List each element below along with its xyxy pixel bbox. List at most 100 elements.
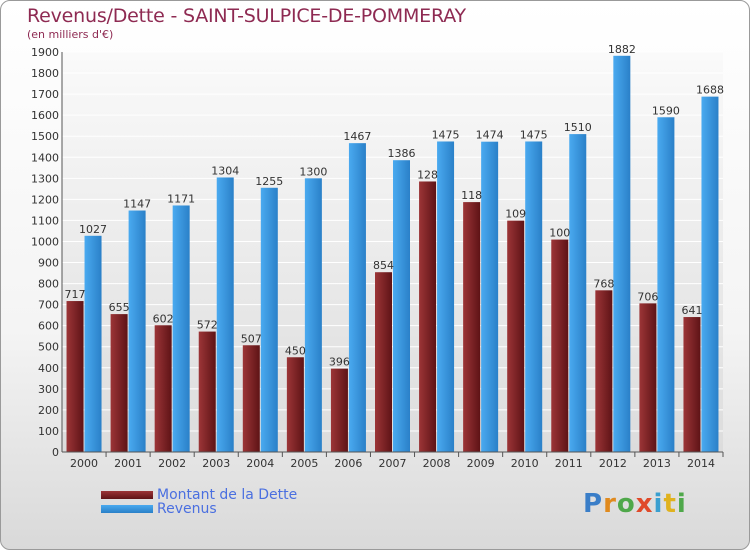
data-label-revenus: 1300 (299, 165, 327, 178)
data-label-revenus: 1386 (388, 147, 416, 160)
data-label-dette: 572 (197, 319, 218, 332)
data-label-revenus: 1590 (652, 104, 680, 117)
x-tick-label: 2002 (158, 457, 186, 470)
legend-item-dette: Montant de la Dette (101, 487, 297, 503)
bar-dette (375, 272, 392, 452)
data-label-revenus: 1467 (343, 130, 371, 143)
y-tick-label: 1500 (31, 130, 59, 143)
x-tick-label: 2001 (114, 457, 142, 470)
data-label-dette: 717 (65, 288, 86, 301)
bar-revenus (481, 141, 499, 452)
data-label-dette: 706 (637, 290, 658, 303)
legend-label-dette: Montant de la Dette (157, 487, 298, 503)
data-label-revenus: 1882 (608, 43, 636, 56)
bar-dette (330, 368, 348, 452)
y-tick-label: 100 (38, 425, 59, 438)
x-tick-label: 2007 (379, 457, 407, 470)
x-tick-label: 2008 (423, 457, 451, 470)
y-tick-label: 1900 (31, 46, 59, 59)
bar-revenus (348, 143, 366, 452)
bar-dette (286, 357, 304, 452)
y-tick-label: 1800 (31, 67, 59, 80)
y-tick-label: 600 (38, 320, 59, 333)
data-label-dette: 118 (461, 189, 482, 202)
bar-dette (242, 345, 260, 452)
bar-revenus (304, 178, 322, 452)
bar-revenus (613, 55, 631, 452)
data-label-revenus: 1688 (696, 84, 724, 97)
data-label-revenus: 1304 (211, 164, 239, 177)
legend-item-revenus: Revenus (101, 501, 217, 517)
y-tick-label: 500 (38, 341, 59, 354)
x-tick-label: 2003 (202, 457, 230, 470)
y-tick-label: 1000 (31, 235, 59, 248)
data-label-dette: 450 (285, 344, 306, 357)
y-tick-label: 900 (38, 257, 59, 270)
bar-revenus (525, 141, 543, 452)
bar-revenus (128, 210, 146, 452)
data-label-dette: 602 (153, 312, 174, 325)
data-label-revenus: 1255 (255, 175, 283, 188)
data-label-revenus: 1475 (520, 128, 548, 141)
data-label-dette: 396 (329, 356, 350, 369)
bar-dette (66, 301, 84, 452)
proxiti-logo: Proxiti (583, 489, 687, 519)
y-tick-label: 1400 (31, 151, 59, 164)
bar-revenus (84, 235, 102, 452)
y-tick-label: 800 (38, 278, 59, 291)
y-tick-label: 300 (38, 383, 59, 396)
bar-revenus (437, 141, 455, 452)
bar-dette (507, 220, 525, 452)
bar-dette (595, 290, 613, 452)
chart-subtitle: (en milliers d'€) (27, 28, 114, 41)
x-tick-label: 2013 (643, 457, 671, 470)
data-label-dette: 641 (681, 304, 702, 317)
bar-revenus (569, 134, 587, 452)
data-label-dette: 109 (505, 208, 526, 221)
bar-dette (419, 181, 437, 452)
data-label-revenus: 1027 (79, 223, 107, 236)
y-tick-label: 1700 (31, 88, 59, 101)
y-tick-label: 0 (52, 446, 59, 459)
bar-dette (198, 331, 216, 452)
data-label-revenus: 1171 (167, 192, 195, 205)
bar-dette (110, 314, 128, 452)
bar-revenus (216, 177, 234, 452)
chart-title: Revenus/Dette - SAINT-SULPICE-DE-POMMERA… (27, 5, 466, 27)
plot-area (62, 52, 723, 452)
x-tick-label: 2010 (511, 457, 539, 470)
logo-letter: x (635, 489, 654, 519)
logo-letter: i (676, 489, 687, 519)
legend-swatch-revenus (101, 505, 153, 513)
bar-revenus (393, 160, 410, 453)
data-label-dette: 655 (109, 301, 130, 314)
bar-dette (551, 239, 569, 452)
logo-letter: t (663, 489, 677, 519)
data-label-revenus: 1510 (564, 121, 592, 134)
logo-letter: P (583, 489, 604, 519)
x-tick-label: 2014 (687, 457, 715, 470)
bar-revenus (172, 205, 190, 452)
x-tick-label: 2006 (334, 457, 362, 470)
logo-letter: o (616, 489, 636, 519)
y-tick-label: 200 (38, 404, 59, 417)
y-tick-label: 700 (38, 299, 59, 312)
logo-letter: i (653, 489, 664, 519)
x-tick-label: 2012 (599, 457, 627, 470)
data-label-dette: 100 (549, 227, 570, 240)
data-label-dette: 768 (593, 277, 614, 290)
bar-revenus (701, 96, 719, 452)
x-tick-label: 2000 (70, 457, 98, 470)
y-tick-label: 1100 (31, 214, 59, 227)
logo-letter: r (603, 489, 617, 519)
bar-dette (639, 303, 657, 452)
data-label-dette: 854 (373, 259, 394, 272)
data-label-revenus: 1475 (432, 128, 460, 141)
x-tick-label: 2004 (246, 457, 274, 470)
y-tick-label: 1600 (31, 109, 59, 122)
x-tick-label: 2005 (290, 457, 318, 470)
y-tick-label: 1200 (31, 193, 59, 206)
data-label-revenus: 1147 (123, 198, 151, 211)
bar-dette (683, 317, 701, 452)
